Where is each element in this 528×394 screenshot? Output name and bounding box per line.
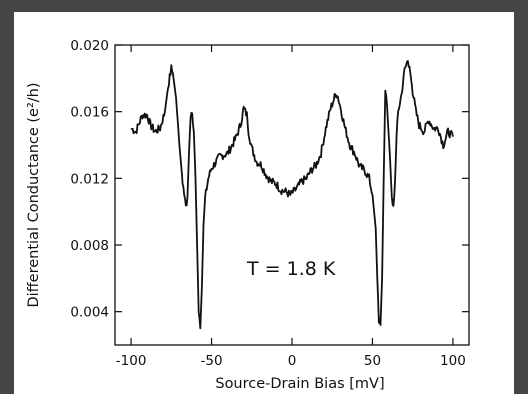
figure-panel [14, 12, 514, 394]
conductance-trace [130, 60, 454, 330]
x-axis-label: Source-Drain Bias [mV] [215, 376, 384, 392]
y-axis-label: Differential Conductance (e²/h) [26, 82, 42, 307]
x-axis-ticks: -100 -50 0 50 100 [116, 45, 466, 369]
x-tick-label: -50 [201, 353, 223, 369]
temperature-annotation: T = 1.8 K [246, 258, 336, 280]
x-tick-label: 50 [364, 353, 381, 369]
y-axis-ticks: 0.004 0.008 0.012 0.016 0.020 [70, 38, 469, 321]
x-tick-label: 0 [288, 353, 297, 369]
y-tick-label: 0.020 [70, 38, 109, 54]
x-tick-label: -100 [116, 353, 147, 369]
y-tick-label: 0.004 [70, 305, 109, 321]
y-tick-label: 0.016 [70, 105, 109, 121]
y-tick-label: 0.012 [70, 171, 109, 187]
y-tick-label: 0.008 [70, 238, 109, 254]
x-tick-label: 100 [440, 353, 466, 369]
